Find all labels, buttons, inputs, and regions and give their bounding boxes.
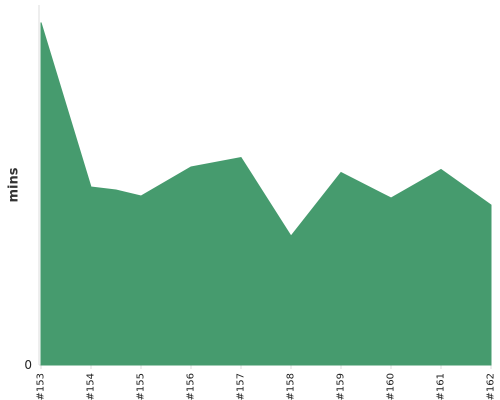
x-tick-label: #155 xyxy=(136,373,147,400)
x-tick-label: #154 xyxy=(86,373,97,400)
area-fill xyxy=(40,22,492,366)
x-tick-label: #156 xyxy=(186,373,197,400)
x-tick-label: #158 xyxy=(286,373,297,400)
x-tick-label: #159 xyxy=(336,373,347,400)
x-tick-label: #162 xyxy=(486,373,497,400)
x-tick-label: #160 xyxy=(386,373,397,400)
label-layer: mins 0 #153 #154 #155 #156 #157 #158 #159 #160 #1… xyxy=(7,167,497,400)
x-tick-label: #157 xyxy=(236,373,247,400)
y-axis-title: mins xyxy=(7,167,22,202)
plot-layer xyxy=(40,22,492,366)
x-tick-label: #161 xyxy=(436,373,447,400)
y-tick-label: 0 xyxy=(24,358,32,372)
x-tick-label: #153 xyxy=(36,373,47,400)
